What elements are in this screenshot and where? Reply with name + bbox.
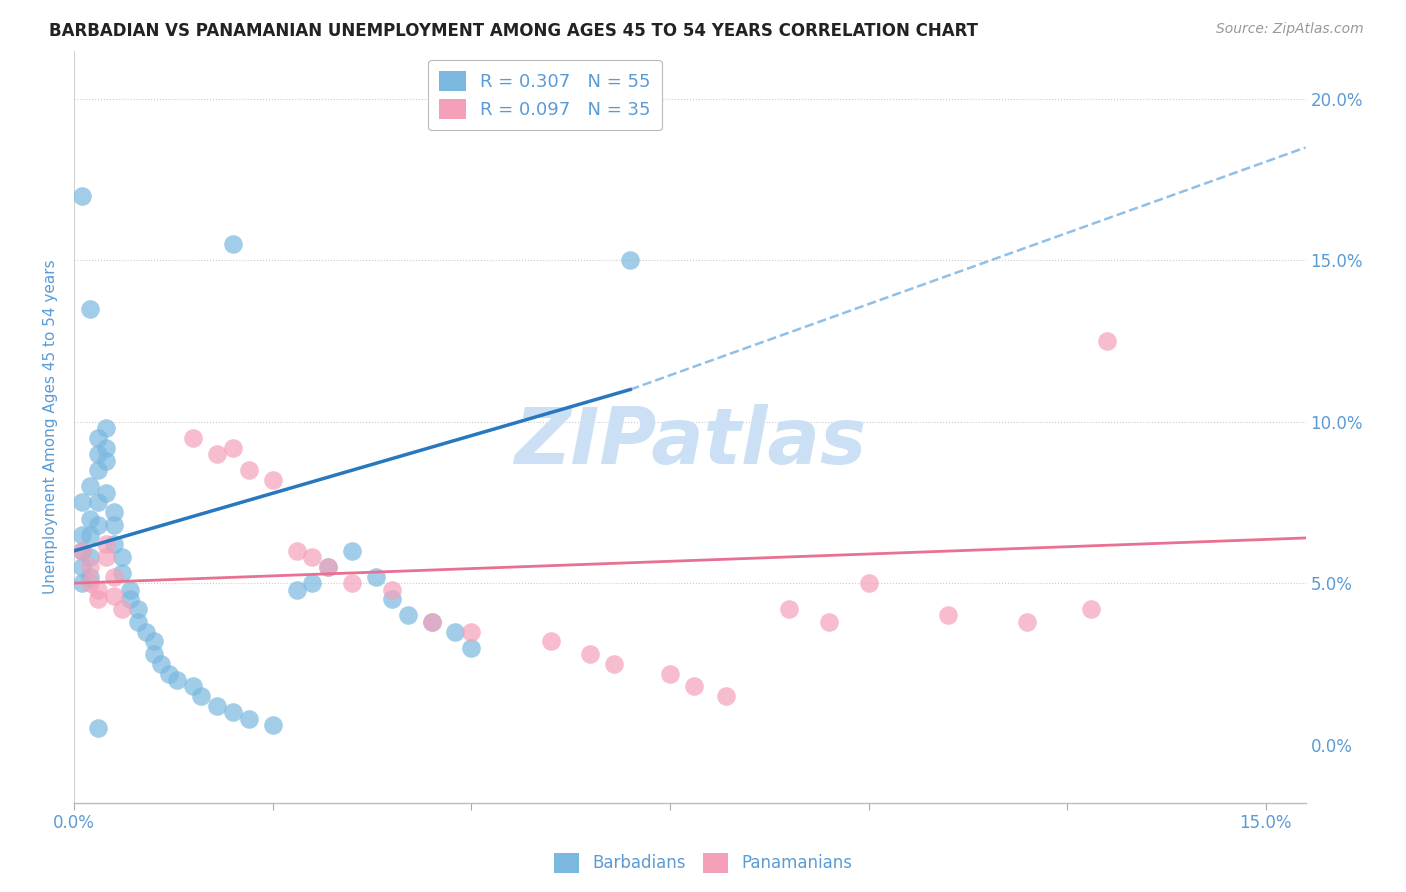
Point [318, 560, 340, 574]
Point [142, 634, 165, 648]
Point [79, 479, 101, 493]
Point [103, 570, 125, 584]
Point [181, 431, 204, 445]
Point [127, 615, 149, 629]
Point [127, 602, 149, 616]
Point [301, 576, 323, 591]
Point [262, 473, 284, 487]
Point [87, 582, 110, 597]
Point [222, 237, 245, 252]
Point [858, 576, 880, 591]
Point [714, 689, 737, 703]
Point [222, 441, 245, 455]
Point [1095, 334, 1118, 348]
Point [94, 453, 117, 467]
Point [79, 511, 101, 525]
Point [135, 624, 157, 639]
Point [540, 634, 562, 648]
Point [682, 680, 704, 694]
Y-axis label: Unemployment Among Ages 45 to 54 years: Unemployment Among Ages 45 to 54 years [44, 260, 58, 594]
Point [118, 592, 141, 607]
Point [460, 640, 482, 655]
Point [103, 518, 125, 533]
Point [262, 718, 284, 732]
Point [159, 666, 181, 681]
Point [340, 576, 363, 591]
Point [364, 570, 387, 584]
Point [818, 615, 841, 629]
Point [205, 447, 228, 461]
Text: Source: ZipAtlas.com: Source: ZipAtlas.com [1216, 22, 1364, 37]
Point [778, 602, 800, 616]
Point [103, 589, 125, 603]
Point [87, 722, 110, 736]
Point [70, 495, 93, 509]
Point [87, 447, 110, 461]
Point [87, 495, 110, 509]
Point [70, 544, 93, 558]
Text: BARBADIAN VS PANAMANIAN UNEMPLOYMENT AMONG AGES 45 TO 54 YEARS CORRELATION CHART: BARBADIAN VS PANAMANIAN UNEMPLOYMENT AMO… [49, 22, 979, 40]
Point [285, 582, 308, 597]
Point [94, 485, 117, 500]
Point [420, 615, 443, 629]
Point [111, 566, 134, 581]
Point [118, 582, 141, 597]
Point [94, 537, 117, 551]
Point [460, 624, 482, 639]
Point [340, 544, 363, 558]
Point [79, 527, 101, 541]
Point [79, 560, 101, 574]
Point [79, 570, 101, 584]
Point [205, 698, 228, 713]
Legend: R = 0.307   N = 55, R = 0.097   N = 35: R = 0.307 N = 55, R = 0.097 N = 35 [427, 60, 662, 130]
Text: ZIPatlas: ZIPatlas [513, 404, 866, 480]
Point [150, 657, 173, 671]
Point [381, 592, 404, 607]
Point [87, 463, 110, 477]
Point [70, 189, 93, 203]
Point [166, 673, 188, 687]
Point [658, 666, 681, 681]
Point [87, 592, 110, 607]
Point [111, 550, 134, 565]
Point [181, 680, 204, 694]
Point [936, 608, 959, 623]
Point [70, 544, 93, 558]
Point [79, 301, 101, 316]
Point [70, 576, 93, 591]
Point [603, 657, 626, 671]
Point [87, 518, 110, 533]
Point [79, 550, 101, 565]
Point [94, 421, 117, 435]
Legend: Barbadians, Panamanians: Barbadians, Panamanians [547, 847, 859, 880]
Point [444, 624, 467, 639]
Point [1017, 615, 1039, 629]
Point [111, 602, 134, 616]
Point [222, 705, 245, 719]
Point [1080, 602, 1102, 616]
Point [619, 253, 641, 268]
Point [142, 647, 165, 661]
Point [420, 615, 443, 629]
Point [318, 560, 340, 574]
Point [301, 550, 323, 565]
Point [579, 647, 602, 661]
Point [396, 608, 419, 623]
Point [381, 582, 404, 597]
Point [103, 505, 125, 519]
Point [238, 463, 260, 477]
Point [238, 712, 260, 726]
Point [285, 544, 308, 558]
Point [190, 689, 212, 703]
Point [79, 576, 101, 591]
Point [70, 560, 93, 574]
Point [87, 431, 110, 445]
Point [103, 537, 125, 551]
Point [70, 527, 93, 541]
Point [94, 550, 117, 565]
Point [94, 441, 117, 455]
